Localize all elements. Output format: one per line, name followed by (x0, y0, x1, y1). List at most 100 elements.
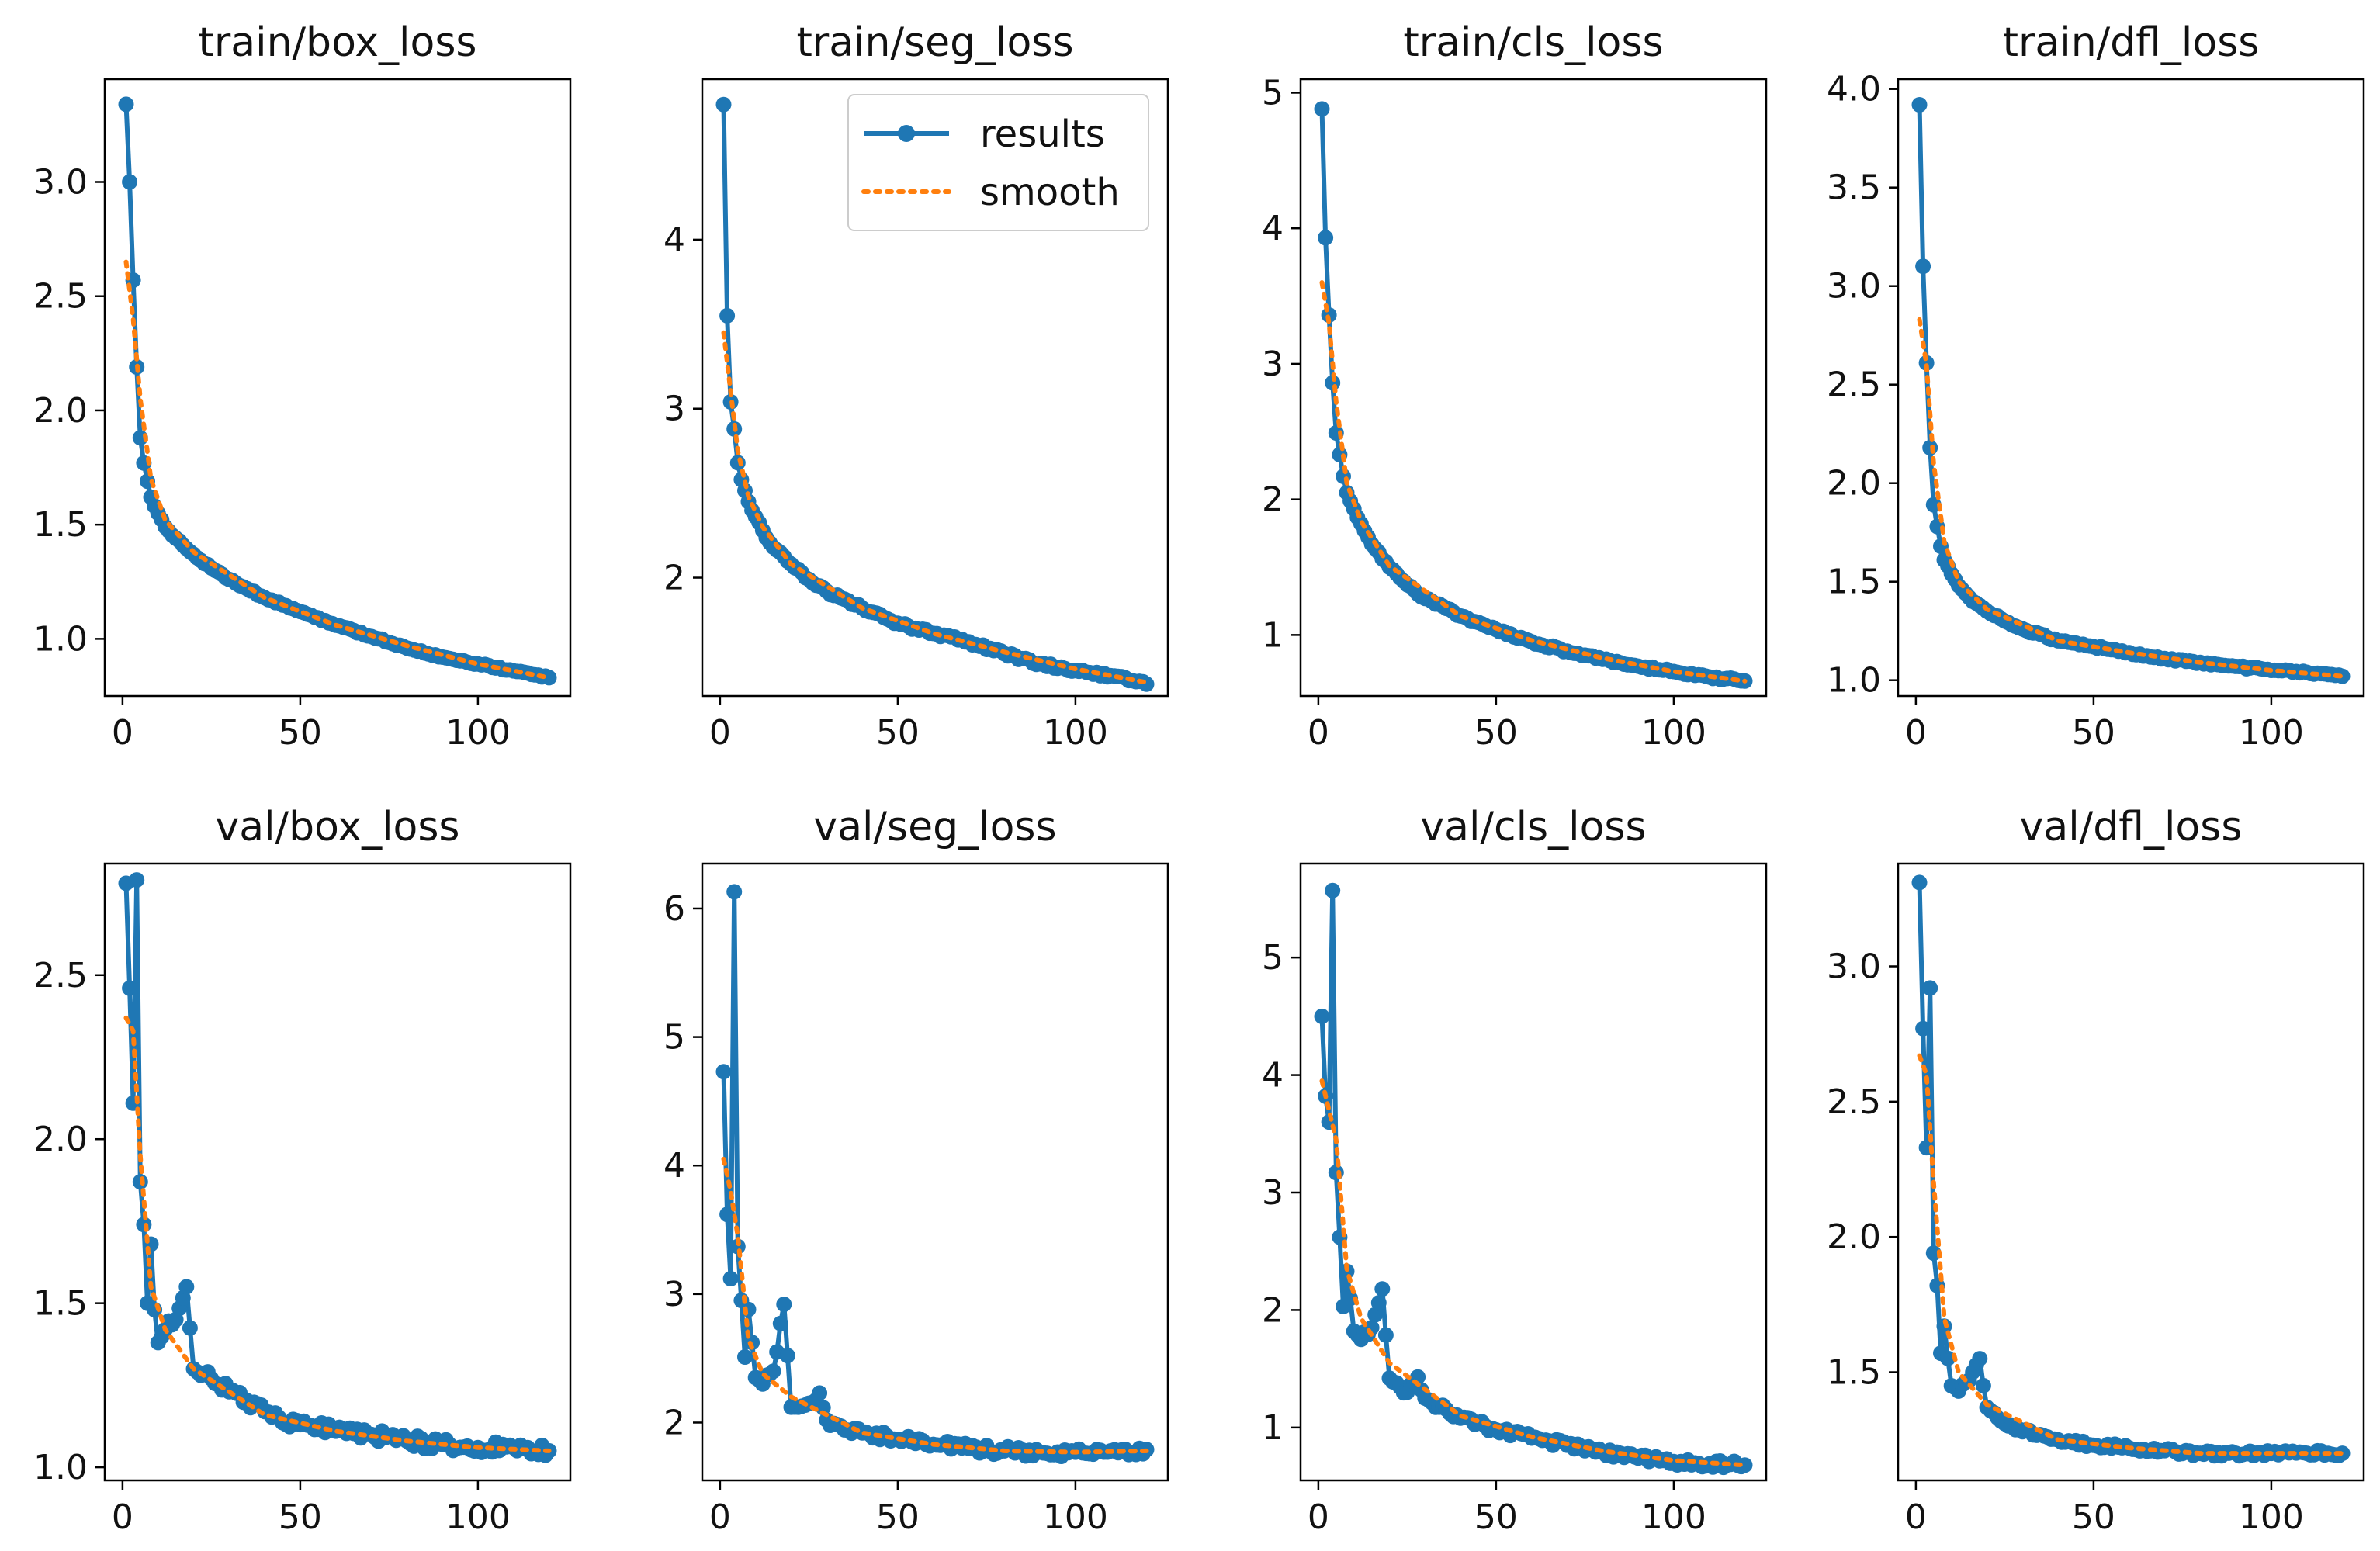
results-data-point (740, 1301, 757, 1317)
y-tick-label: 5 (1262, 938, 1284, 978)
results-data-point (129, 872, 145, 888)
x-tick-label: 50 (2072, 713, 2115, 753)
plot-frame (1299, 862, 1768, 1482)
results-data-point (726, 884, 743, 900)
results-data-point (715, 96, 732, 113)
legend-box (847, 94, 1149, 231)
y-tick-label: 2.0 (33, 1120, 88, 1159)
x-tick-label: 50 (876, 1497, 920, 1537)
chart-title: val/seg_loss (813, 804, 1056, 850)
results-data-point (1918, 355, 1935, 371)
chart-title: train/box_loss (199, 19, 477, 66)
results-data-point (1374, 1281, 1391, 1297)
y-tick-label: 2.5 (1827, 1082, 1881, 1122)
results-data-point (1370, 1295, 1387, 1311)
y-tick-label: 2 (1262, 1290, 1284, 1330)
results-data-point (541, 670, 557, 686)
y-tick-label: 3 (1262, 1173, 1284, 1213)
chart-panel: val/seg_loss 0 50 100 2 3 4 5 6 (663, 804, 1169, 1537)
y-tick-label: 4.0 (1827, 70, 1881, 109)
chart-title: train/dfl_loss (2003, 19, 2260, 66)
chart-panel: train/box_loss 0 50 100 1.0 1.5 2.0 2.5 3.0 (33, 19, 572, 753)
results-data-point (715, 1064, 732, 1080)
results-data-point (1915, 258, 1931, 275)
results-data-point (812, 1385, 828, 1401)
legend: results smooth (847, 94, 1149, 231)
results-data-point (1325, 882, 1341, 898)
x-tick-label: 0 (1308, 1497, 1329, 1537)
smooth-series-line (123, 259, 552, 680)
results-data-point (815, 1400, 831, 1416)
results-data-point (1911, 874, 1928, 891)
chart-panel: train/cls_loss 0 50 100 1 2 3 4 5 (1262, 19, 1768, 753)
results-data-point (772, 1315, 788, 1331)
x-tick-label: 50 (279, 713, 322, 753)
results-data-point (1314, 1008, 1330, 1024)
x-tick-label: 100 (1043, 1497, 1108, 1537)
x-tick-label: 50 (279, 1497, 322, 1537)
x-tick-label: 50 (2072, 1497, 2115, 1537)
x-tick-label: 50 (1474, 1497, 1518, 1537)
chart-panel: val/cls_loss 0 50 100 1 2 3 4 5 (1262, 804, 1768, 1537)
results-data-point (1972, 1351, 1988, 1367)
y-tick-label: 1.0 (33, 619, 88, 659)
y-tick-label: 5 (1262, 73, 1284, 113)
x-tick-label: 0 (709, 713, 731, 753)
plot-frame (1897, 78, 2365, 698)
x-tick-label: 100 (445, 1497, 511, 1537)
y-tick-label: 2 (1262, 480, 1284, 520)
plot-frame (103, 862, 572, 1482)
y-tick-label: 1.0 (1827, 661, 1881, 701)
y-tick-label: 1.5 (1827, 1353, 1881, 1393)
smooth-series-line (721, 330, 1149, 685)
legend-results-marker (898, 125, 915, 142)
y-tick-label: 3.0 (33, 163, 88, 203)
plot-frame (1299, 78, 1768, 698)
results-data-point (722, 1271, 739, 1286)
chart-title: val/cls_loss (1420, 804, 1646, 850)
results-data-point (719, 307, 736, 324)
y-tick-label: 3 (1262, 344, 1284, 384)
results-data-point (779, 1348, 795, 1364)
y-tick-label: 2 (663, 1403, 685, 1442)
x-tick-label: 0 (1905, 713, 1927, 753)
results-data-point (1318, 230, 1334, 246)
y-tick-label: 2.5 (1827, 365, 1881, 405)
results-data-point (122, 174, 138, 190)
results-data-point (122, 980, 138, 996)
x-tick-label: 0 (1308, 713, 1329, 753)
smooth-series-line (1917, 1053, 2345, 1456)
y-tick-label: 4 (1262, 1056, 1284, 1096)
x-tick-label: 50 (876, 713, 920, 753)
smooth-series-line (1319, 1078, 1748, 1468)
results-data-point (1922, 980, 1938, 996)
y-tick-label: 1 (1262, 1408, 1284, 1448)
chart-title: val/dfl_loss (2020, 804, 2243, 850)
results-data-point (737, 1349, 753, 1365)
y-tick-label: 3.0 (1827, 267, 1881, 306)
results-data-point (1138, 676, 1155, 692)
y-tick-label: 2.5 (33, 277, 88, 317)
x-tick-label: 50 (1474, 713, 1518, 753)
chart-panel: val/dfl_loss 0 50 100 1.5 2.0 2.5 3.0 (1827, 804, 2365, 1537)
x-tick-label: 100 (2239, 713, 2304, 753)
x-tick-label: 0 (709, 1497, 731, 1537)
legend-smooth-label: smooth (980, 171, 1120, 214)
y-tick-label: 2.0 (1827, 1217, 1881, 1257)
x-tick-label: 100 (1641, 1497, 1706, 1537)
results-data-point (776, 1297, 792, 1313)
chart-panel: train/dfl_loss 0 50 100 1.0 1.5 2.0 2.5 3.0 3.5 4.… (1827, 19, 2365, 753)
x-tick-label: 0 (112, 1497, 133, 1537)
smooth-series-line (1917, 317, 2345, 679)
x-tick-label: 0 (112, 713, 133, 753)
y-tick-label: 3 (663, 389, 685, 429)
results-data-point (765, 1363, 781, 1380)
results-data-point (1367, 1307, 1384, 1323)
chart-panel: val/box_loss 0 50 100 1.0 1.5 2.0 2.5 (33, 804, 572, 1537)
x-tick-label: 100 (1043, 713, 1108, 753)
results-data-point (1940, 1350, 1956, 1366)
results-data-point (182, 1320, 198, 1336)
results-data-point (1915, 1020, 1931, 1037)
y-tick-label: 2.0 (33, 391, 88, 431)
x-tick-label: 100 (1641, 713, 1706, 753)
